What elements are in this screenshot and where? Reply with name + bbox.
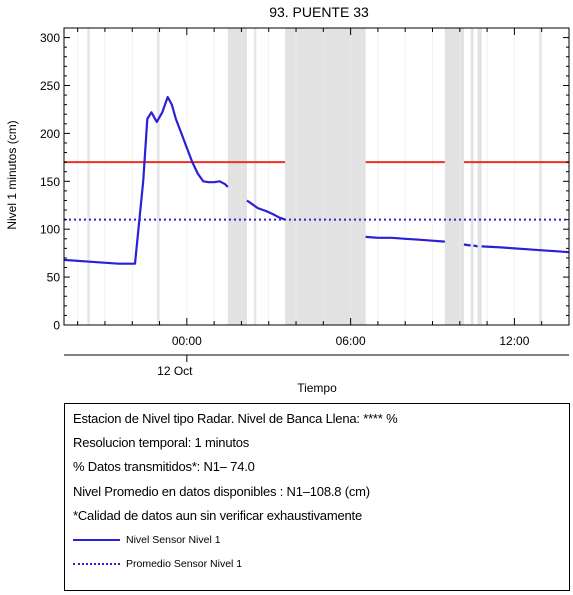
info-average-level: Nivel Promedio en datos disponibles : N1…	[73, 484, 370, 499]
legend-swatch-solid	[73, 539, 120, 541]
grid-lines	[77, 28, 570, 325]
sensor-series-line	[473, 244, 478, 248]
axes: 0 50 100 150 200 250 300 00:00 06:00 12:00 12 Oct	[40, 28, 570, 378]
sensor-series-line	[63, 95, 229, 265]
info-box: Estacion de Nivel tipo Radar. Nivel de B…	[64, 403, 570, 591]
sensor-series-line	[365, 235, 445, 243]
y-axis-label: Nivel 1 minutos (cm)	[5, 120, 19, 229]
info-quality-note: *Calidad de datos aun sin verificar exha…	[73, 508, 362, 523]
y-tick-label: 50	[47, 271, 61, 285]
y-tick-label: 0	[53, 319, 60, 333]
legend-label-average: Promedio Sensor Nivel 1	[126, 558, 243, 570]
date-axis-label: 12 Oct	[157, 364, 193, 378]
y-tick-label: 150	[40, 175, 60, 189]
data-gap-band	[227, 28, 247, 325]
y-tick-label: 250	[40, 79, 60, 93]
plot-frame	[63, 27, 570, 326]
data-gap-band	[285, 28, 366, 325]
data-gap-bands	[87, 28, 542, 325]
y-tick-label: 200	[40, 127, 60, 141]
sensor-series-line	[463, 243, 471, 247]
data-gap-band	[477, 28, 482, 325]
chart-title: 93. PUENTE 33	[269, 4, 369, 20]
x-axis-label: Tiempo	[297, 381, 337, 395]
info-station-type: Estacion de Nivel tipo Radar. Nivel de B…	[73, 411, 398, 426]
info-transmitted: % Datos transmitidos*: N1– 74.0	[73, 459, 255, 474]
series-lines	[63, 95, 570, 265]
sensor-series-line	[246, 199, 286, 221]
legend-item-average: Promedio Sensor Nivel 1	[73, 557, 242, 571]
legend-item-sensor: Nivel Sensor Nivel 1	[73, 533, 221, 547]
legend-swatch-dotted	[73, 563, 120, 565]
reference-lines	[64, 161, 569, 221]
y-tick-label: 300	[40, 31, 60, 45]
info-resolution: Resolucion temporal: 1 minutos	[73, 435, 250, 450]
y-tick-label: 100	[40, 223, 60, 237]
sensor-series-line	[481, 245, 570, 254]
x-tick-label: 06:00	[336, 334, 366, 348]
legend-label-sensor: Nivel Sensor Nivel 1	[126, 534, 221, 546]
x-tick-label: 00:00	[172, 334, 202, 348]
x-tick-label: 12:00	[499, 334, 529, 348]
data-gap-band	[470, 28, 474, 325]
data-gap-band	[444, 28, 464, 325]
